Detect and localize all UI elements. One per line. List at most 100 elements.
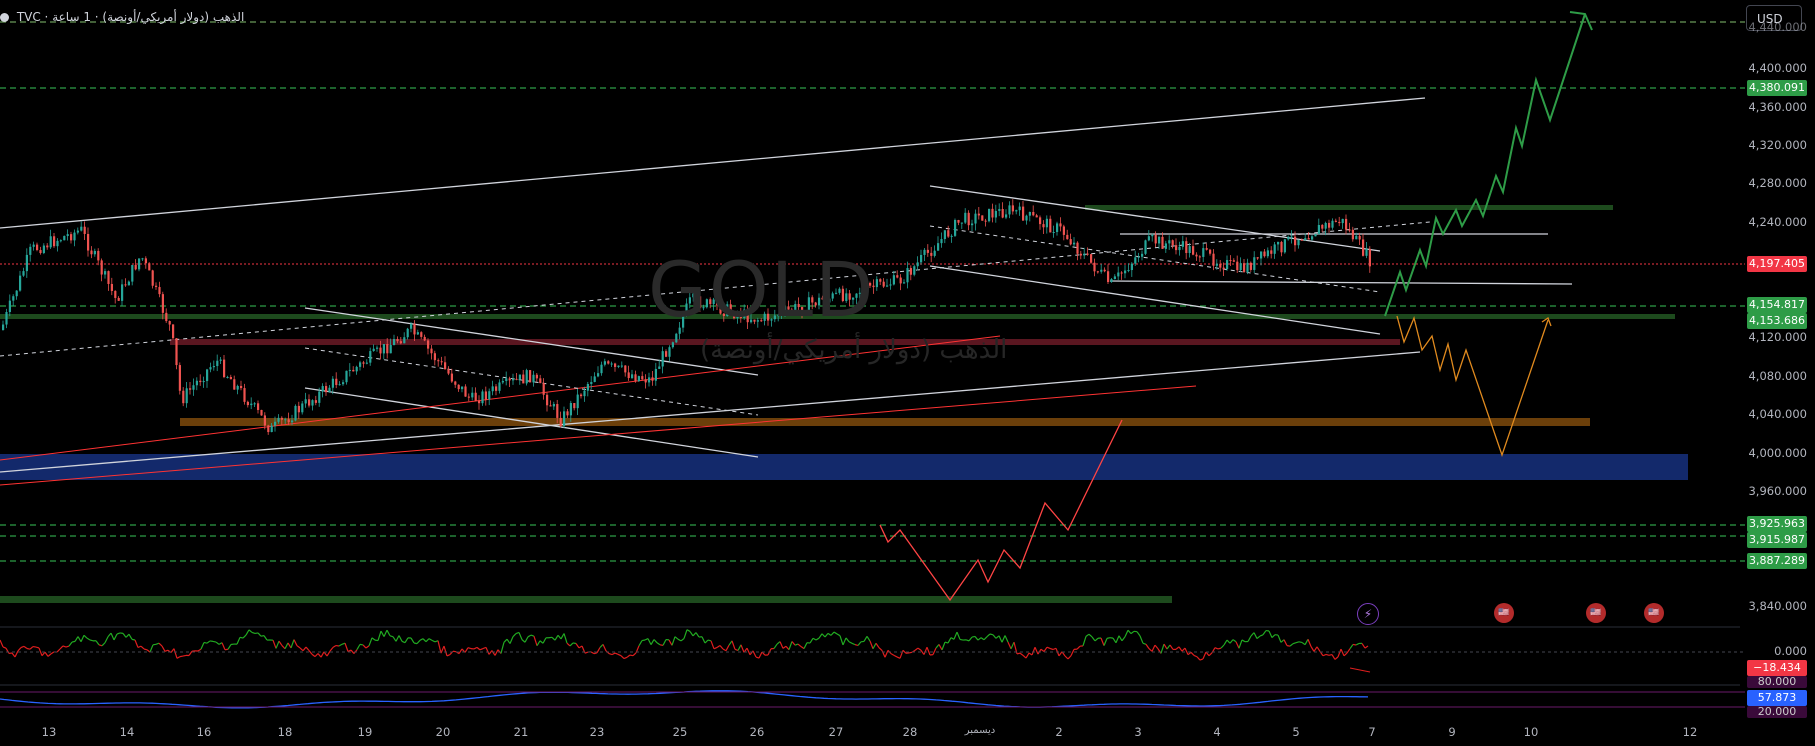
us-flag-icon[interactable]: 🇺🇸 xyxy=(1644,603,1664,623)
candle-body xyxy=(331,378,334,388)
candle-body xyxy=(399,341,402,344)
candle-body xyxy=(1198,256,1201,258)
oscillator-segment xyxy=(113,633,118,641)
us-flag-icon[interactable]: 🇺🇸 xyxy=(1494,603,1514,623)
candle-body xyxy=(308,399,311,406)
oscillator-segment xyxy=(392,636,397,642)
oscillator-segment xyxy=(251,631,256,634)
candle-body xyxy=(780,310,783,316)
oscillator-segment xyxy=(551,636,556,641)
oscillator-segment xyxy=(707,639,712,642)
oscillator-segment xyxy=(1106,637,1111,639)
oscillator-segment xyxy=(761,651,766,656)
candle-body xyxy=(1028,211,1031,216)
oscillator-segment xyxy=(281,645,286,650)
red-projection xyxy=(879,419,1123,602)
time-tick: 28 xyxy=(902,725,918,739)
candle-body xyxy=(889,284,892,286)
oscillator-segment xyxy=(935,644,940,649)
candle-body xyxy=(1355,235,1358,240)
candle-body xyxy=(427,340,430,349)
candle-body xyxy=(325,386,328,393)
oscillator-segment xyxy=(521,639,526,643)
candle-body xyxy=(994,210,997,218)
oscillator-segment xyxy=(506,638,511,644)
price-tick: 4,120.000 xyxy=(1748,330,1807,344)
oscillator-segment xyxy=(998,635,1003,643)
oscillator-segment xyxy=(614,652,619,655)
oscillator-segment xyxy=(1181,647,1186,652)
rsi-value-badge: 57.873 xyxy=(1747,690,1807,706)
candle-body xyxy=(243,388,246,402)
oscillator-segment xyxy=(1193,654,1198,658)
candle-body xyxy=(1056,223,1059,233)
oscillator-segment xyxy=(752,650,757,658)
candle-body xyxy=(66,234,69,237)
candle-body xyxy=(855,293,858,298)
lightning-icon[interactable]: ⚡ xyxy=(1357,603,1379,625)
candle-body xyxy=(467,396,470,398)
oscillator-segment xyxy=(203,641,208,644)
oscillator-segment xyxy=(395,635,400,642)
candle-body xyxy=(1117,272,1120,277)
candle-body xyxy=(175,338,178,366)
red-trend-lines xyxy=(0,335,1197,486)
candle-body xyxy=(301,403,304,413)
oscillator-zero-tick: 0.000 xyxy=(1774,644,1807,658)
oscillator-segment xyxy=(176,656,181,659)
candle-body xyxy=(610,363,613,365)
candle-body xyxy=(1113,276,1116,280)
candle-body xyxy=(1280,241,1283,253)
oscillator-segment xyxy=(1346,648,1351,654)
symbol-title: TVC · الذهب (دولار أمريكي/أونصة) · 1 ساع… xyxy=(16,10,245,24)
oscillator-segment xyxy=(398,635,403,642)
oscillator-segment xyxy=(437,640,442,654)
oscillator-segment xyxy=(443,645,448,657)
candle-body xyxy=(141,258,144,260)
candle-body xyxy=(1100,269,1103,272)
candle-body xyxy=(593,376,596,382)
oscillator-segment xyxy=(308,650,313,655)
candle-body xyxy=(1096,271,1099,273)
oscillator-segment xyxy=(188,650,193,656)
candle-body xyxy=(624,365,627,373)
candle-body xyxy=(121,284,124,301)
green-arrowhead xyxy=(1569,11,1593,31)
candle-body xyxy=(274,421,277,426)
oscillator-segment xyxy=(89,639,94,642)
oscillator-segment xyxy=(773,643,778,649)
candle-body xyxy=(416,332,419,335)
candle-body xyxy=(165,312,168,322)
oscillator-segment xyxy=(1094,637,1099,642)
us-flag-icon[interactable]: 🇺🇸 xyxy=(1586,603,1606,623)
currency-button[interactable]: USD xyxy=(1746,5,1802,31)
oscillator-segment xyxy=(77,636,82,643)
candle-body xyxy=(70,234,73,241)
candle-body xyxy=(25,254,28,272)
candle-body xyxy=(56,240,59,247)
candle-body xyxy=(716,299,719,306)
oscillator-segment xyxy=(1070,649,1075,657)
candle-body xyxy=(1328,222,1331,228)
oscillator-segment xyxy=(248,629,253,633)
oscillator-segment xyxy=(179,655,184,658)
candle-body xyxy=(396,339,399,342)
candle-body xyxy=(161,294,164,313)
oscillator-segment xyxy=(869,640,874,649)
candle-body xyxy=(134,264,137,270)
candle-body xyxy=(5,312,8,325)
oscillator-segment xyxy=(863,635,868,642)
oscillator-segment xyxy=(608,653,613,656)
candle-body xyxy=(1331,220,1334,228)
candle-body xyxy=(90,250,93,255)
candle-body xyxy=(777,315,780,317)
oscillator-segment xyxy=(692,632,697,637)
candle-body xyxy=(1158,236,1161,244)
candle-body xyxy=(1202,248,1205,257)
oscillator-segment xyxy=(416,639,421,645)
symbol-header[interactable]: TVC · الذهب (دولار أمريكي/أونصة) · 1 ساع… xyxy=(0,10,244,24)
oscillator-segment xyxy=(1052,647,1057,651)
oscillator-segment xyxy=(725,644,730,652)
oscillator-segment xyxy=(329,647,334,652)
